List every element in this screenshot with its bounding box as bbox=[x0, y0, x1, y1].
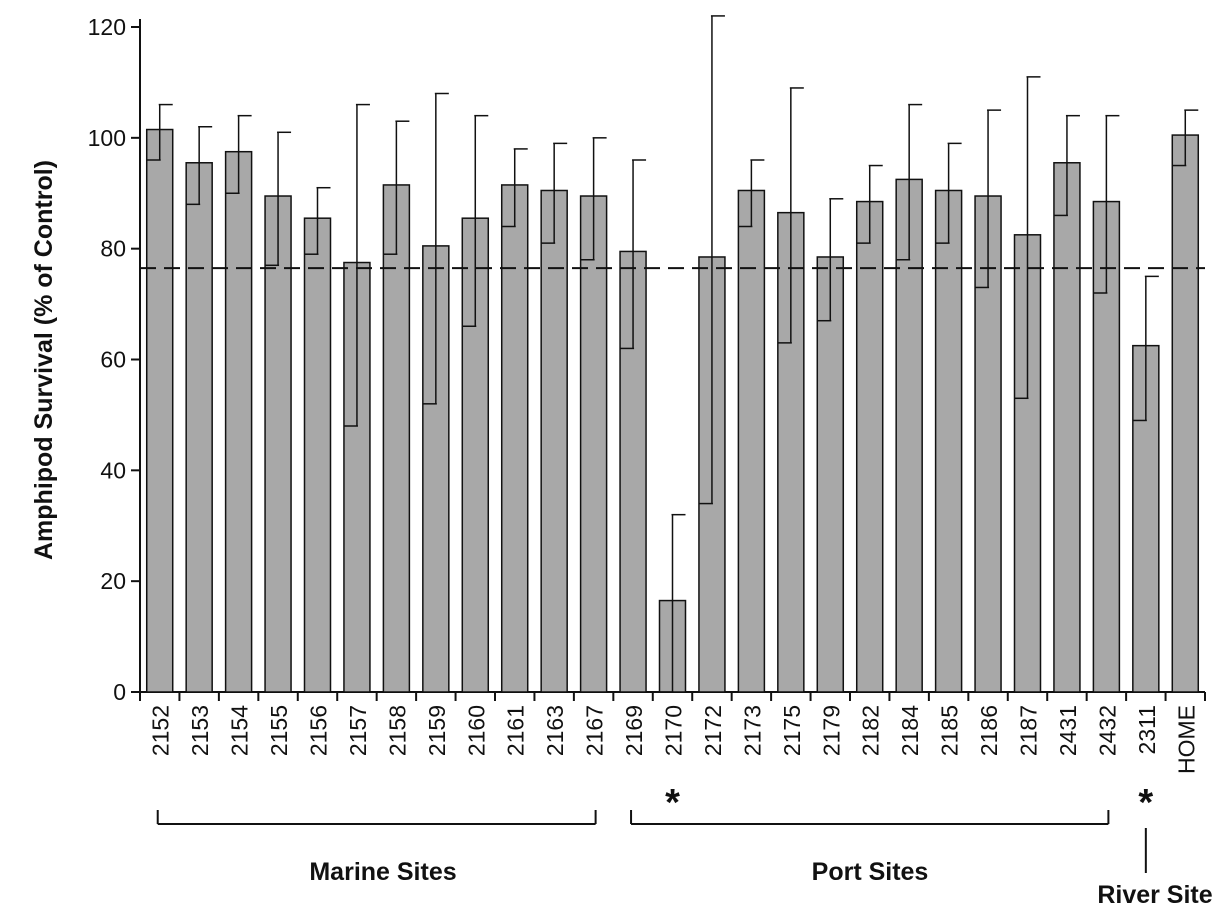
x-tick-label-2182: 2182 bbox=[858, 705, 884, 756]
y-tick-label: 120 bbox=[88, 14, 126, 40]
group-brackets: Marine Sites Port Sites River Site * * bbox=[156, 782, 1213, 909]
x-tick-label-2167: 2167 bbox=[582, 705, 608, 756]
x-tick-label-2159: 2159 bbox=[424, 705, 450, 756]
error-bars bbox=[146, 15, 1199, 693]
x-tick-label-2173: 2173 bbox=[739, 705, 765, 756]
y-tick-label: 20 bbox=[100, 568, 126, 594]
x-tick-label-2154: 2154 bbox=[227, 705, 253, 756]
x-tick-label-2156: 2156 bbox=[306, 705, 332, 756]
x-tick-label-2185: 2185 bbox=[937, 705, 963, 756]
x-tick-label-2158: 2158 bbox=[384, 705, 410, 756]
x-tick-label-2161: 2161 bbox=[503, 705, 529, 756]
group-label: River Site bbox=[1097, 881, 1212, 909]
x-tick-label-2175: 2175 bbox=[779, 705, 805, 756]
bar-2184 bbox=[895, 178, 923, 693]
bar-2173 bbox=[737, 189, 766, 693]
bar-2153 bbox=[185, 162, 213, 693]
significance-star: * bbox=[665, 782, 680, 824]
x-tick-label-2152: 2152 bbox=[148, 705, 174, 756]
x-tick-label-2184: 2184 bbox=[897, 705, 923, 756]
x-tick-label-2157: 2157 bbox=[345, 705, 371, 756]
bar-2179 bbox=[816, 256, 845, 693]
y-axis-label: Amphipod Survival (% of Control) bbox=[30, 160, 58, 560]
bar-2154 bbox=[224, 150, 253, 693]
group-label: Marine Sites bbox=[309, 858, 456, 886]
x-tick-label-2153: 2153 bbox=[187, 705, 213, 756]
x-tick-label-2169: 2169 bbox=[621, 705, 647, 756]
bar-2169 bbox=[619, 250, 647, 693]
x-tick-label-2163: 2163 bbox=[542, 705, 568, 756]
y-tick-label: 40 bbox=[100, 457, 126, 483]
x-tick-label-2311: 2311 bbox=[1134, 705, 1160, 754]
bar-2158 bbox=[382, 184, 411, 693]
x-tick-label-2187: 2187 bbox=[1016, 705, 1042, 756]
bar-2155 bbox=[264, 195, 292, 693]
bar-2431 bbox=[1053, 162, 1081, 693]
bar-2156 bbox=[303, 217, 332, 693]
bar-2182 bbox=[855, 200, 884, 693]
bar-2152 bbox=[145, 128, 174, 693]
y-ticks: 0 20 40 60 80 100 120 bbox=[88, 14, 140, 705]
x-tick-label-2155: 2155 bbox=[266, 705, 292, 756]
bar-2161 bbox=[500, 184, 529, 693]
y-tick-label: 80 bbox=[100, 236, 126, 262]
group-label: Port Sites bbox=[812, 858, 929, 886]
x-tick-label-2186: 2186 bbox=[976, 705, 1002, 756]
x-tick-label-2431: 2431 bbox=[1055, 705, 1081, 756]
bar-HOME bbox=[1171, 134, 1200, 693]
x-tick-label-2170: 2170 bbox=[661, 705, 687, 756]
bar-2167 bbox=[579, 195, 608, 693]
significance-star: * bbox=[1138, 782, 1153, 824]
x-tick-label-2432: 2432 bbox=[1094, 705, 1120, 756]
x-ticks: 2152 2153 2154 2155 2156 2157 2158 2159 2160 2161… bbox=[139, 692, 1206, 774]
x-tick-label-2160: 2160 bbox=[463, 705, 489, 756]
bar-2185 bbox=[934, 189, 963, 693]
x-tick-label-2172: 2172 bbox=[700, 705, 726, 756]
x-tick-label-HOME: HOME bbox=[1173, 705, 1199, 774]
y-tick-label: 100 bbox=[88, 125, 126, 151]
bar-2163 bbox=[540, 189, 568, 693]
y-tick-label: 0 bbox=[113, 679, 126, 705]
y-tick-label: 60 bbox=[100, 347, 126, 373]
x-tick-label-2179: 2179 bbox=[818, 705, 844, 756]
